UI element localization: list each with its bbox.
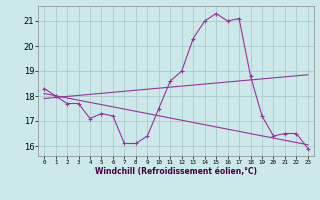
X-axis label: Windchill (Refroidissement éolien,°C): Windchill (Refroidissement éolien,°C) — [95, 167, 257, 176]
